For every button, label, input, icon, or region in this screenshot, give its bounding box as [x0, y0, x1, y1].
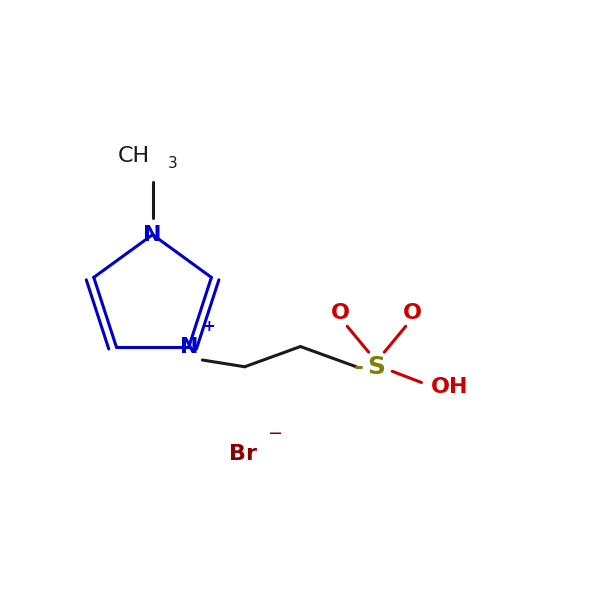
Text: O: O	[403, 303, 422, 323]
Text: Br: Br	[229, 444, 257, 464]
Text: N: N	[144, 225, 162, 245]
Text: +: +	[203, 319, 215, 334]
Text: −: −	[267, 425, 283, 442]
Text: O: O	[331, 303, 350, 323]
Text: CH: CH	[118, 146, 151, 166]
Text: 3: 3	[168, 155, 178, 171]
Text: OH: OH	[431, 377, 468, 397]
Text: N: N	[180, 337, 198, 356]
Text: S: S	[368, 355, 385, 379]
